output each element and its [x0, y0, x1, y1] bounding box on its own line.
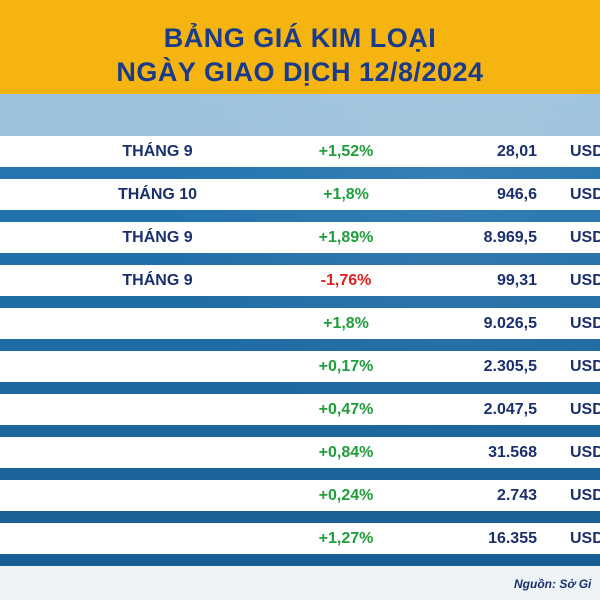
unit-cell: USD [570, 143, 600, 160]
footer-band [0, 566, 600, 600]
table-row: +0,84% 31.568 USD [0, 437, 600, 468]
page-title: BẢNG GIÁ KIM LOẠI [163, 23, 437, 53]
page-subtitle: NGÀY GIAO DỊCH 12/8/2024 [116, 57, 484, 87]
table-row: THÁNG 9 +1,89% 8.969,5 USD [0, 222, 600, 253]
price-cell: 9.026,5 [483, 315, 537, 332]
change-cell: +1,8% [323, 186, 369, 203]
change-cell: +1,27% [318, 530, 374, 547]
title-banner: BẢNG GIÁ KIM LOẠI NGÀY GIAO DỊCH 12/8/20… [0, 0, 600, 94]
price-cell: 2.047,5 [483, 401, 537, 418]
change-cell: +1,89% [318, 229, 374, 246]
change-cell: -1,76% [320, 272, 372, 289]
unit-cell: USD [570, 487, 600, 504]
price-cell: 31.568 [488, 444, 537, 461]
unit-cell: USD [570, 401, 600, 418]
change-cell: +0,17% [318, 358, 374, 375]
table-row: +1,27% 16.355 USD [0, 523, 600, 554]
table-row: THÁNG 10 +1,8% 946,6 USD [0, 179, 600, 210]
unit-cell: USD [570, 186, 600, 203]
unit-cell: USD [570, 272, 600, 289]
price-cell: 946,6 [496, 186, 537, 203]
change-cell: +0,24% [318, 487, 374, 504]
price-cell: 99,31 [496, 272, 537, 289]
price-cell: 2.305,5 [483, 358, 537, 375]
change-cell: +0,47% [318, 401, 374, 418]
source-note: Nguồn: Sở Gi [514, 577, 592, 591]
price-cell: 8.969,5 [483, 229, 537, 246]
price-cell: 2.743 [496, 487, 537, 504]
unit-cell: USD [570, 315, 600, 332]
month-cell: THÁNG 10 [117, 186, 198, 203]
month-cell: THÁNG 9 [122, 272, 193, 289]
unit-cell: USD [570, 530, 600, 547]
change-cell: +1,52% [318, 143, 374, 160]
month-cell: THÁNG 9 [122, 143, 193, 160]
table-row: +0,17% 2.305,5 USD [0, 351, 600, 382]
unit-cell: USD [570, 358, 600, 375]
table-row: +0,47% 2.047,5 USD [0, 394, 600, 425]
change-cell: +1,8% [323, 315, 369, 332]
price-cell: 16.355 [488, 530, 537, 547]
table-row: THÁNG 9 +1,52% 28,01 USD [0, 136, 600, 167]
table-row: THÁNG 9 -1,76% 99,31 USD [0, 265, 600, 296]
change-cell: +0,84% [318, 444, 374, 461]
unit-cell: USD [570, 444, 600, 461]
table-row: +1,8% 9.026,5 USD [0, 308, 600, 339]
price-cell: 28,01 [496, 143, 537, 160]
month-cell: THÁNG 9 [122, 229, 193, 246]
table-header-band [0, 94, 600, 136]
table-row: +0,24% 2.743 USD [0, 480, 600, 511]
unit-cell: USD [570, 229, 600, 246]
